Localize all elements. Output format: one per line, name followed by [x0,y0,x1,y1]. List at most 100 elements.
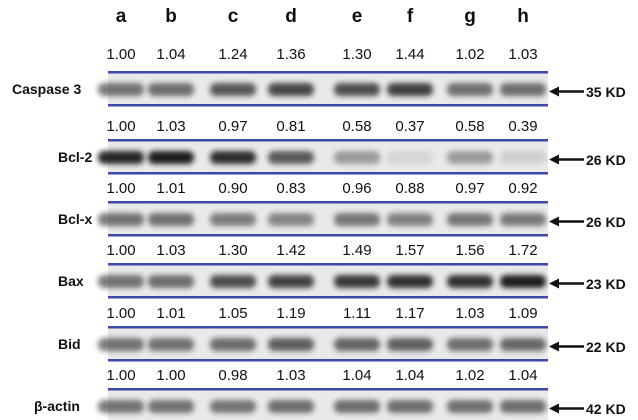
band-ratio: 0.58 [342,118,372,135]
protein-band [447,400,493,413]
band-ratio: 0.90 [218,180,248,197]
protein-band [210,83,256,96]
band-ratio: 1.03 [508,46,538,63]
protein-band [268,400,314,413]
lane-label: e [351,6,363,27]
strip-bottom-border [108,359,548,362]
band-ratio: 1.49 [342,242,372,259]
protein-band [148,151,194,164]
band-ratio: 1.03 [276,367,306,384]
lane-label: h [517,6,529,27]
band-ratio: 1.01 [156,305,186,322]
protein-band [447,151,493,164]
arrow-head-icon [549,154,559,165]
protein-label: Caspase 3 [12,80,82,97]
band-ratio: 1.00 [106,305,136,322]
band-ratio: 1.00 [106,367,136,384]
band-ratio: 1.30 [342,46,372,63]
protein-band [500,151,546,164]
protein-band [98,151,144,164]
blot-strip [98,388,584,420]
band-ratio: 0.92 [508,180,538,197]
band-ratio: 0.88 [395,180,425,197]
strip-bottom-border [108,296,548,299]
band-ratio: 1.03 [156,242,186,259]
protein-band [210,338,256,351]
strip-top-border [108,201,548,204]
band-ratio: 1.02 [455,367,485,384]
protein-label: β-actin [34,397,80,414]
protein-band [210,400,256,413]
strip-bottom-border [108,172,548,175]
band-ratio: 1.00 [106,242,136,259]
protein-band [98,275,144,288]
protein-band [447,213,493,226]
protein-band [447,338,493,351]
arrow-head-icon [549,216,559,227]
band-ratio: 1.01 [156,180,186,197]
blot-strip [98,263,584,299]
protein-band [334,83,380,96]
protein-band [387,400,433,413]
protein-band [387,213,433,226]
protein-band [387,275,433,288]
protein-label: Bcl-x [58,210,93,227]
lane-label: b [165,6,177,27]
protein-band [148,400,194,413]
band-ratio: 1.00 [106,118,136,135]
strip-top-border [108,71,548,74]
band-ratio: 1.24 [218,46,248,63]
arrow-head-icon [549,403,559,414]
lane-label: c [227,6,239,27]
band-ratio: 0.37 [395,118,425,135]
protein-label: Bcl-2 [58,148,93,165]
protein-band [500,275,546,288]
molecular-weight-label: 22 KD [586,338,626,355]
band-ratio: 1.04 [342,367,372,384]
protein-band [334,275,380,288]
strip-top-border [108,139,548,142]
lane-label: d [285,6,297,27]
protein-band [268,151,314,164]
band-ratio: 1.36 [276,46,306,63]
protein-band [268,338,314,351]
strip-top-border [108,326,548,329]
molecular-weight-label: 35 KD [586,83,626,100]
band-ratio: 1.09 [508,305,538,322]
protein-band [500,400,546,413]
lane-label: f [406,6,414,27]
band-ratio: 0.39 [508,118,538,135]
protein-band [98,400,144,413]
protein-band [268,275,314,288]
band-ratio: 0.83 [276,180,306,197]
blot-strip [98,71,584,107]
band-ratio: 1.02 [455,46,485,63]
band-ratio: 1.04 [156,46,186,63]
blot-strip [98,201,584,237]
band-ratio: 0.81 [276,118,306,135]
band-ratio: 1.03 [455,305,485,322]
strip-bottom-border [108,234,548,237]
band-ratio: 1.03 [156,118,186,135]
protein-band [334,151,380,164]
protein-band [387,151,433,164]
blot-strip [98,326,584,362]
molecular-weight-label: 23 KD [586,275,626,292]
band-ratio: 1.00 [106,180,136,197]
protein-band [210,213,256,226]
strip-top-border [108,263,548,266]
protein-band [148,338,194,351]
band-ratio: 1.11 [342,305,372,322]
band-ratio: 1.57 [395,242,425,259]
lane-label: a [115,6,127,27]
band-ratio: 1.04 [395,367,425,384]
protein-band [268,213,314,226]
protein-band [148,213,194,226]
band-ratio: 0.98 [218,367,248,384]
arrow-head-icon [549,278,559,289]
arrow-head-icon [549,86,559,97]
protein-label: Bax [58,272,84,289]
band-ratio: 0.97 [218,118,248,135]
band-ratio: 1.00 [156,367,186,384]
